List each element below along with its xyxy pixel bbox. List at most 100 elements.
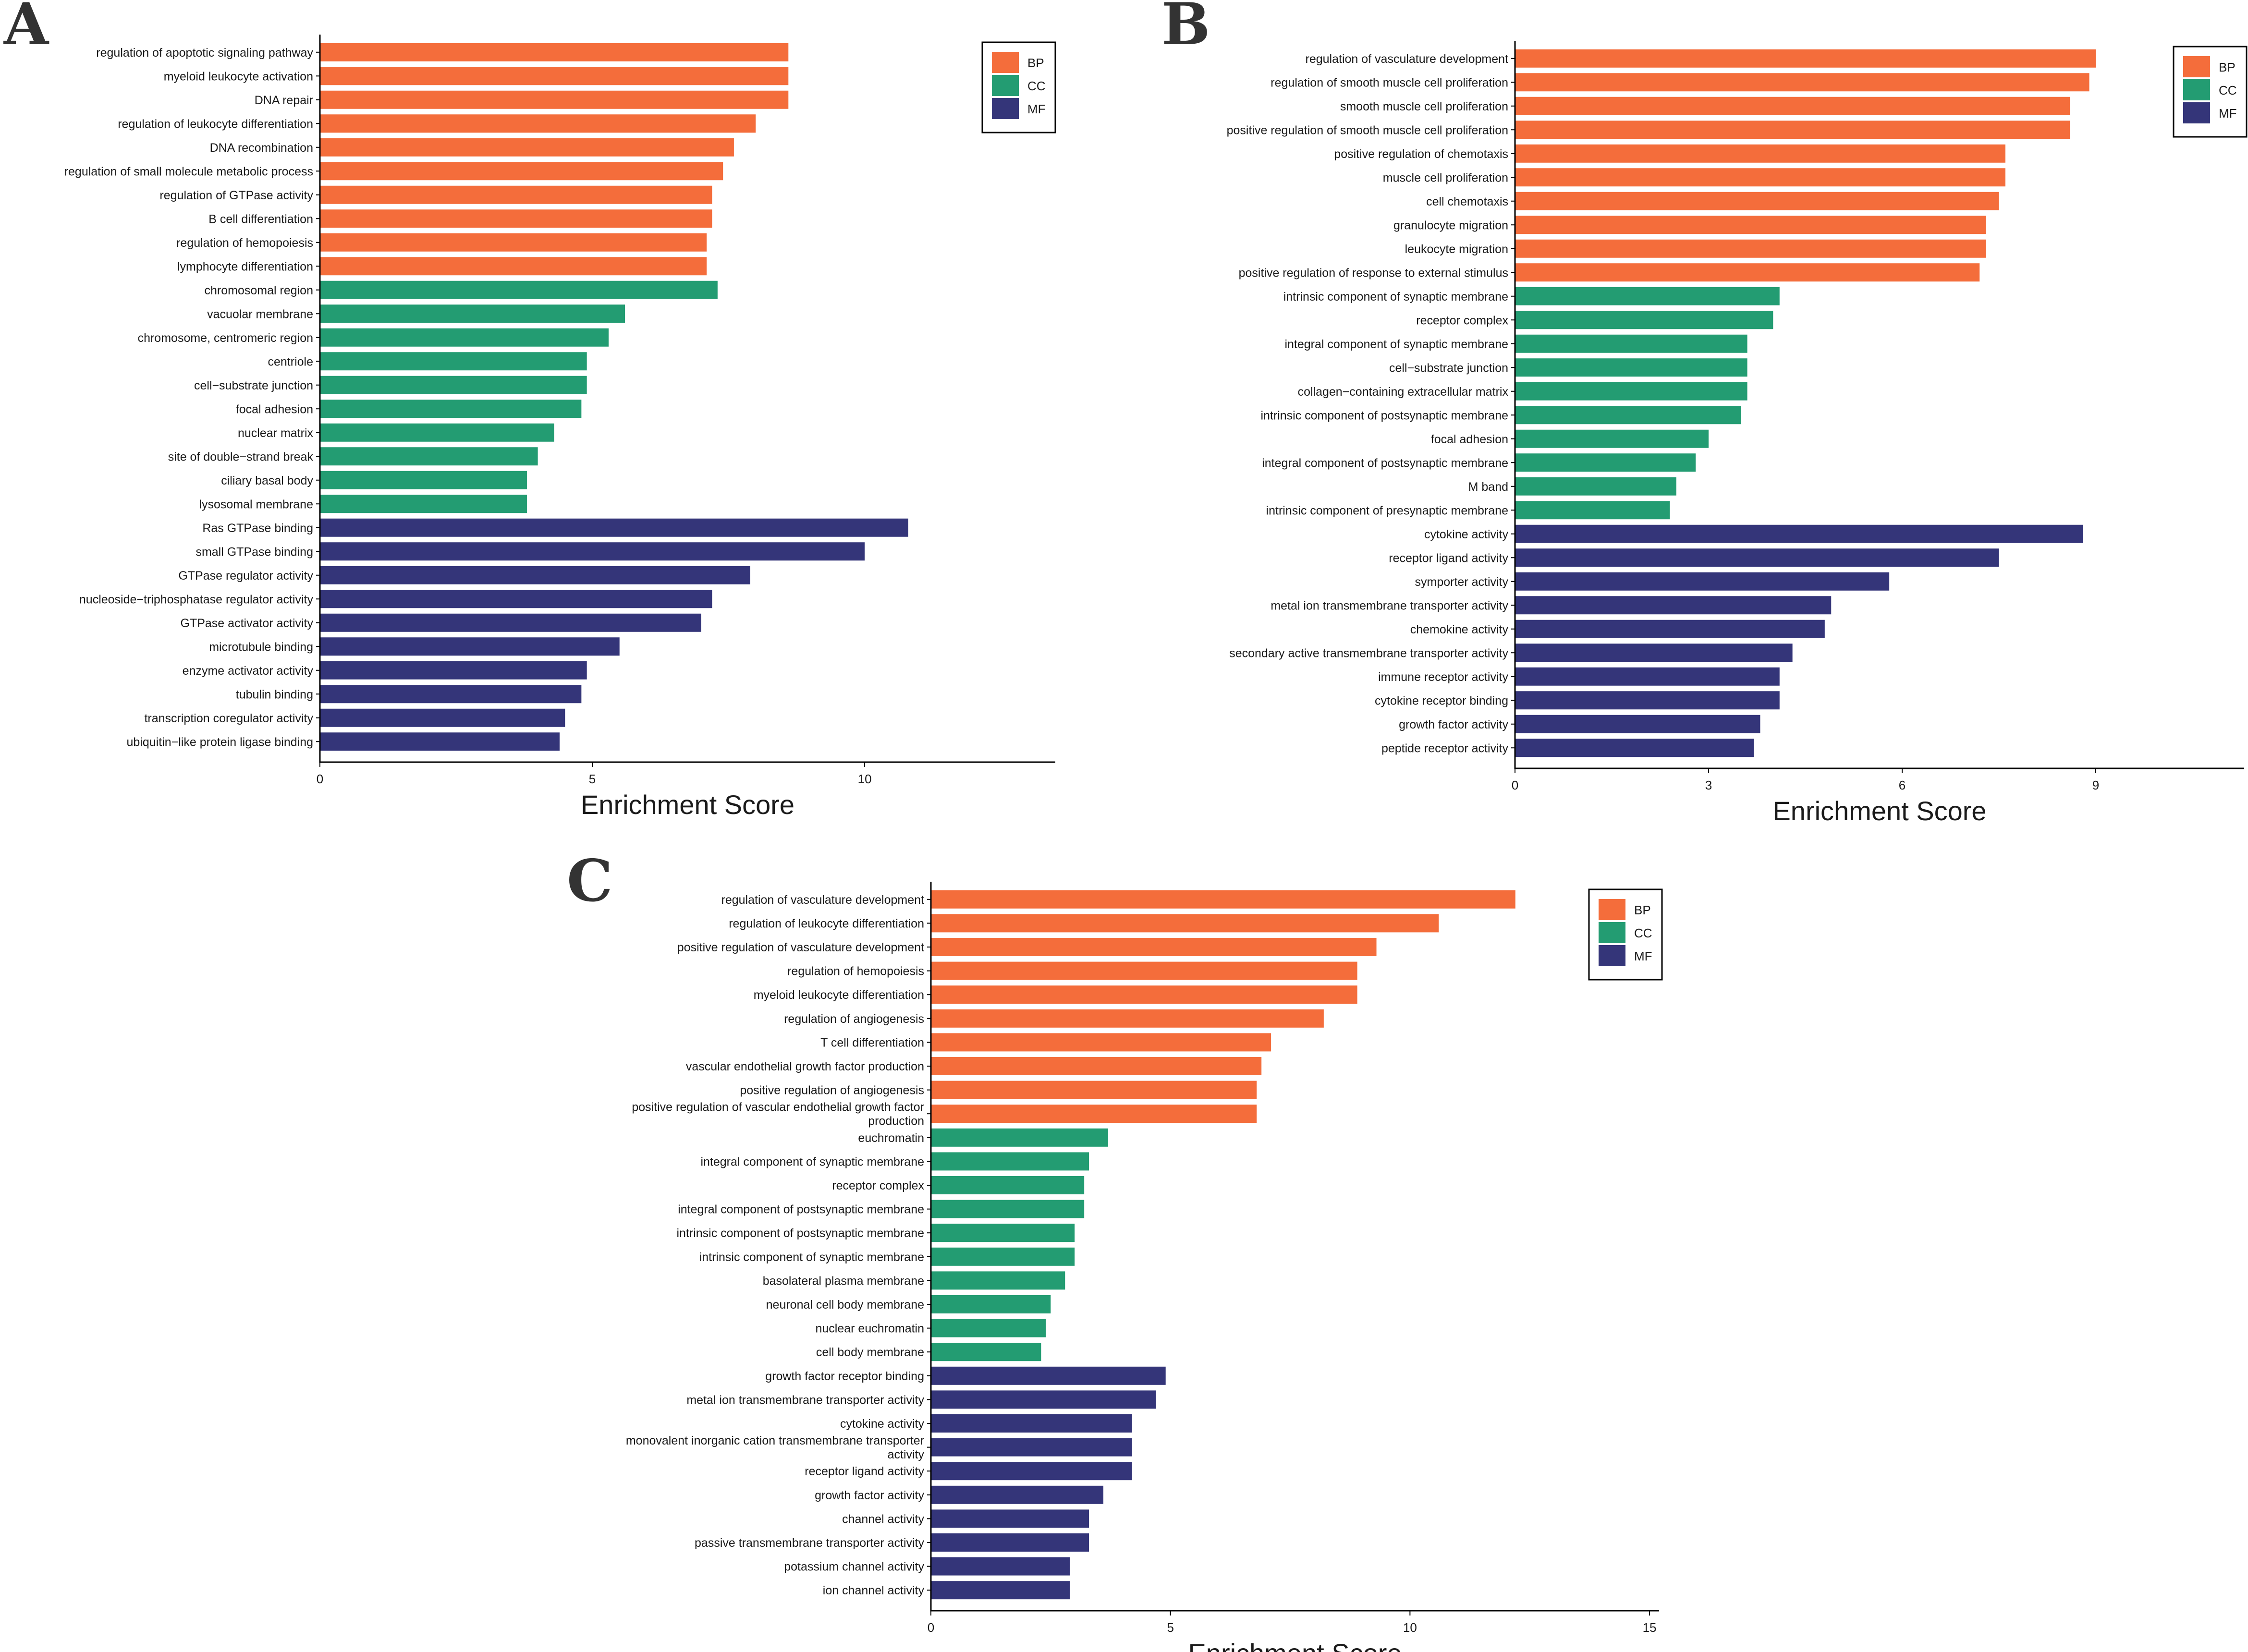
panel-c-letter: C bbox=[567, 847, 613, 915]
bar-mf bbox=[320, 518, 908, 537]
bar-cc bbox=[1515, 453, 1696, 472]
bar-cc bbox=[320, 447, 538, 466]
bar-mf bbox=[931, 1390, 1156, 1409]
bar-mf bbox=[320, 685, 582, 704]
bar-mf bbox=[931, 1557, 1070, 1576]
category-label: positive regulation of vasculature devel… bbox=[677, 941, 924, 954]
legend-swatch-cc bbox=[2183, 79, 2210, 100]
bar-mf bbox=[320, 566, 750, 584]
x-tick-label: 6 bbox=[1899, 778, 1906, 792]
legend-label-cc: CC bbox=[1634, 926, 1652, 940]
bar-bp bbox=[931, 938, 1377, 956]
category-label: positive regulation of response to exter… bbox=[1239, 266, 1508, 279]
bar-bp bbox=[931, 1033, 1271, 1052]
bar-bp bbox=[320, 162, 723, 181]
bar-mf bbox=[931, 1438, 1132, 1457]
bar-bp bbox=[1515, 168, 2005, 187]
bar-cc bbox=[931, 1152, 1089, 1171]
category-label: cell body membrane bbox=[816, 1346, 924, 1359]
x-tick-label: 9 bbox=[2092, 778, 2099, 792]
category-label: nuclear matrix bbox=[238, 426, 313, 440]
bar-bp bbox=[1515, 121, 2070, 139]
bar-mf bbox=[931, 1581, 1070, 1600]
category-label: nucleoside−triphosphatase regulator acti… bbox=[79, 593, 314, 606]
category-label: small GTPase binding bbox=[195, 545, 313, 559]
legend-label-cc: CC bbox=[1027, 79, 1046, 93]
bar-cc bbox=[931, 1224, 1075, 1242]
bar-bp bbox=[1515, 73, 2089, 92]
category-label: vascular endothelial growth factor produ… bbox=[686, 1060, 924, 1073]
bar-cc bbox=[931, 1319, 1046, 1337]
category-label: integral component of synaptic membrane bbox=[1284, 338, 1508, 351]
x-tick-label: 0 bbox=[1512, 778, 1518, 792]
bar-mf bbox=[931, 1414, 1132, 1433]
x-axis-title: Enrichment Score bbox=[1188, 1638, 1402, 1652]
bar-cc bbox=[320, 328, 609, 347]
bar-bp bbox=[931, 1105, 1257, 1123]
bar-bp bbox=[931, 890, 1515, 909]
category-label: positive regulation of angiogenesis bbox=[740, 1084, 924, 1097]
bar-cc bbox=[1515, 477, 1676, 496]
category-label: myeloid leukocyte differentiation bbox=[754, 988, 924, 1002]
category-label: intrinsic component of postsynaptic memb… bbox=[1260, 409, 1508, 422]
category-label: neuronal cell body membrane bbox=[766, 1298, 924, 1312]
bar-bp bbox=[320, 43, 789, 61]
panel-c: C regulation of vasculature development r… bbox=[567, 847, 1663, 1652]
category-label: intrinsic component of synaptic membrane bbox=[699, 1251, 924, 1264]
bar-cc bbox=[1515, 358, 1747, 377]
bar-mf bbox=[931, 1485, 1104, 1504]
category-label: receptor complex bbox=[1416, 314, 1508, 327]
bar-cc bbox=[320, 400, 582, 418]
category-label: metal ion transmembrane transporter acti… bbox=[686, 1393, 924, 1407]
category-label: GTPase regulator activity bbox=[178, 569, 313, 583]
bar-mf bbox=[931, 1533, 1089, 1552]
category-label: positive regulation of chemotaxis bbox=[1334, 147, 1508, 161]
bar-bp bbox=[1515, 144, 2005, 163]
category-label: cell−substrate junction bbox=[1389, 361, 1508, 375]
x-tick-label: 10 bbox=[858, 772, 872, 786]
category-label: Ras GTPase binding bbox=[202, 522, 313, 535]
bar-bp bbox=[320, 114, 756, 133]
bar-cc bbox=[320, 471, 527, 489]
x-tick-label: 3 bbox=[1705, 778, 1712, 792]
bar-bp bbox=[931, 985, 1357, 1004]
category-label: lysosomal membrane bbox=[199, 498, 313, 511]
bar-cc bbox=[1515, 382, 1747, 401]
bar-cc bbox=[320, 376, 587, 394]
category-label: chemokine activity bbox=[1410, 623, 1509, 636]
bar-mf bbox=[1515, 620, 1825, 638]
category-label: receptor complex bbox=[832, 1179, 924, 1192]
bar-bp bbox=[931, 1009, 1324, 1028]
category-label: receptor ligand activity bbox=[805, 1465, 924, 1478]
category-label: monovalent inorganic cation transmembran… bbox=[626, 1434, 925, 1461]
legend-label-mf: MF bbox=[1027, 102, 1046, 116]
bar-cc bbox=[931, 1343, 1041, 1361]
legend: BP CC MF bbox=[981, 41, 1056, 134]
category-label: chromosome, centromeric region bbox=[138, 331, 313, 345]
legend-swatch-mf bbox=[1599, 945, 1625, 966]
category-label: cytokine activity bbox=[1424, 528, 1509, 541]
category-label-line: activity bbox=[888, 1448, 925, 1461]
category-label-line: production bbox=[868, 1115, 924, 1128]
category-label: cytokine activity bbox=[840, 1417, 925, 1431]
category-label: intrinsic component of synaptic membrane bbox=[1283, 290, 1508, 304]
category-label: metal ion transmembrane transporter acti… bbox=[1271, 599, 1508, 612]
bar-mf bbox=[1515, 691, 1780, 710]
legend-label-bp: BP bbox=[1027, 56, 1044, 70]
category-label: regulation of small molecule metabolic p… bbox=[64, 165, 313, 178]
category-label: regulation of leukocyte differentiation bbox=[729, 917, 924, 930]
category-label: regulation of vasculature development bbox=[721, 893, 925, 907]
category-label: regulation of vasculature development bbox=[1306, 52, 1509, 66]
legend-swatch-cc bbox=[992, 75, 1019, 96]
category-label: integral component of postsynaptic membr… bbox=[678, 1203, 924, 1216]
bar-bp bbox=[931, 1057, 1262, 1075]
legend-label-mf: MF bbox=[2219, 106, 2237, 121]
category-label: cell−substrate junction bbox=[194, 379, 313, 392]
bar-mf bbox=[320, 661, 587, 680]
bar-cc bbox=[931, 1271, 1065, 1290]
bar-cc bbox=[320, 495, 527, 513]
bar-cc bbox=[320, 280, 718, 299]
category-label: tubulin binding bbox=[236, 688, 313, 701]
bar-mf bbox=[931, 1509, 1089, 1528]
bar-bp bbox=[320, 209, 712, 228]
